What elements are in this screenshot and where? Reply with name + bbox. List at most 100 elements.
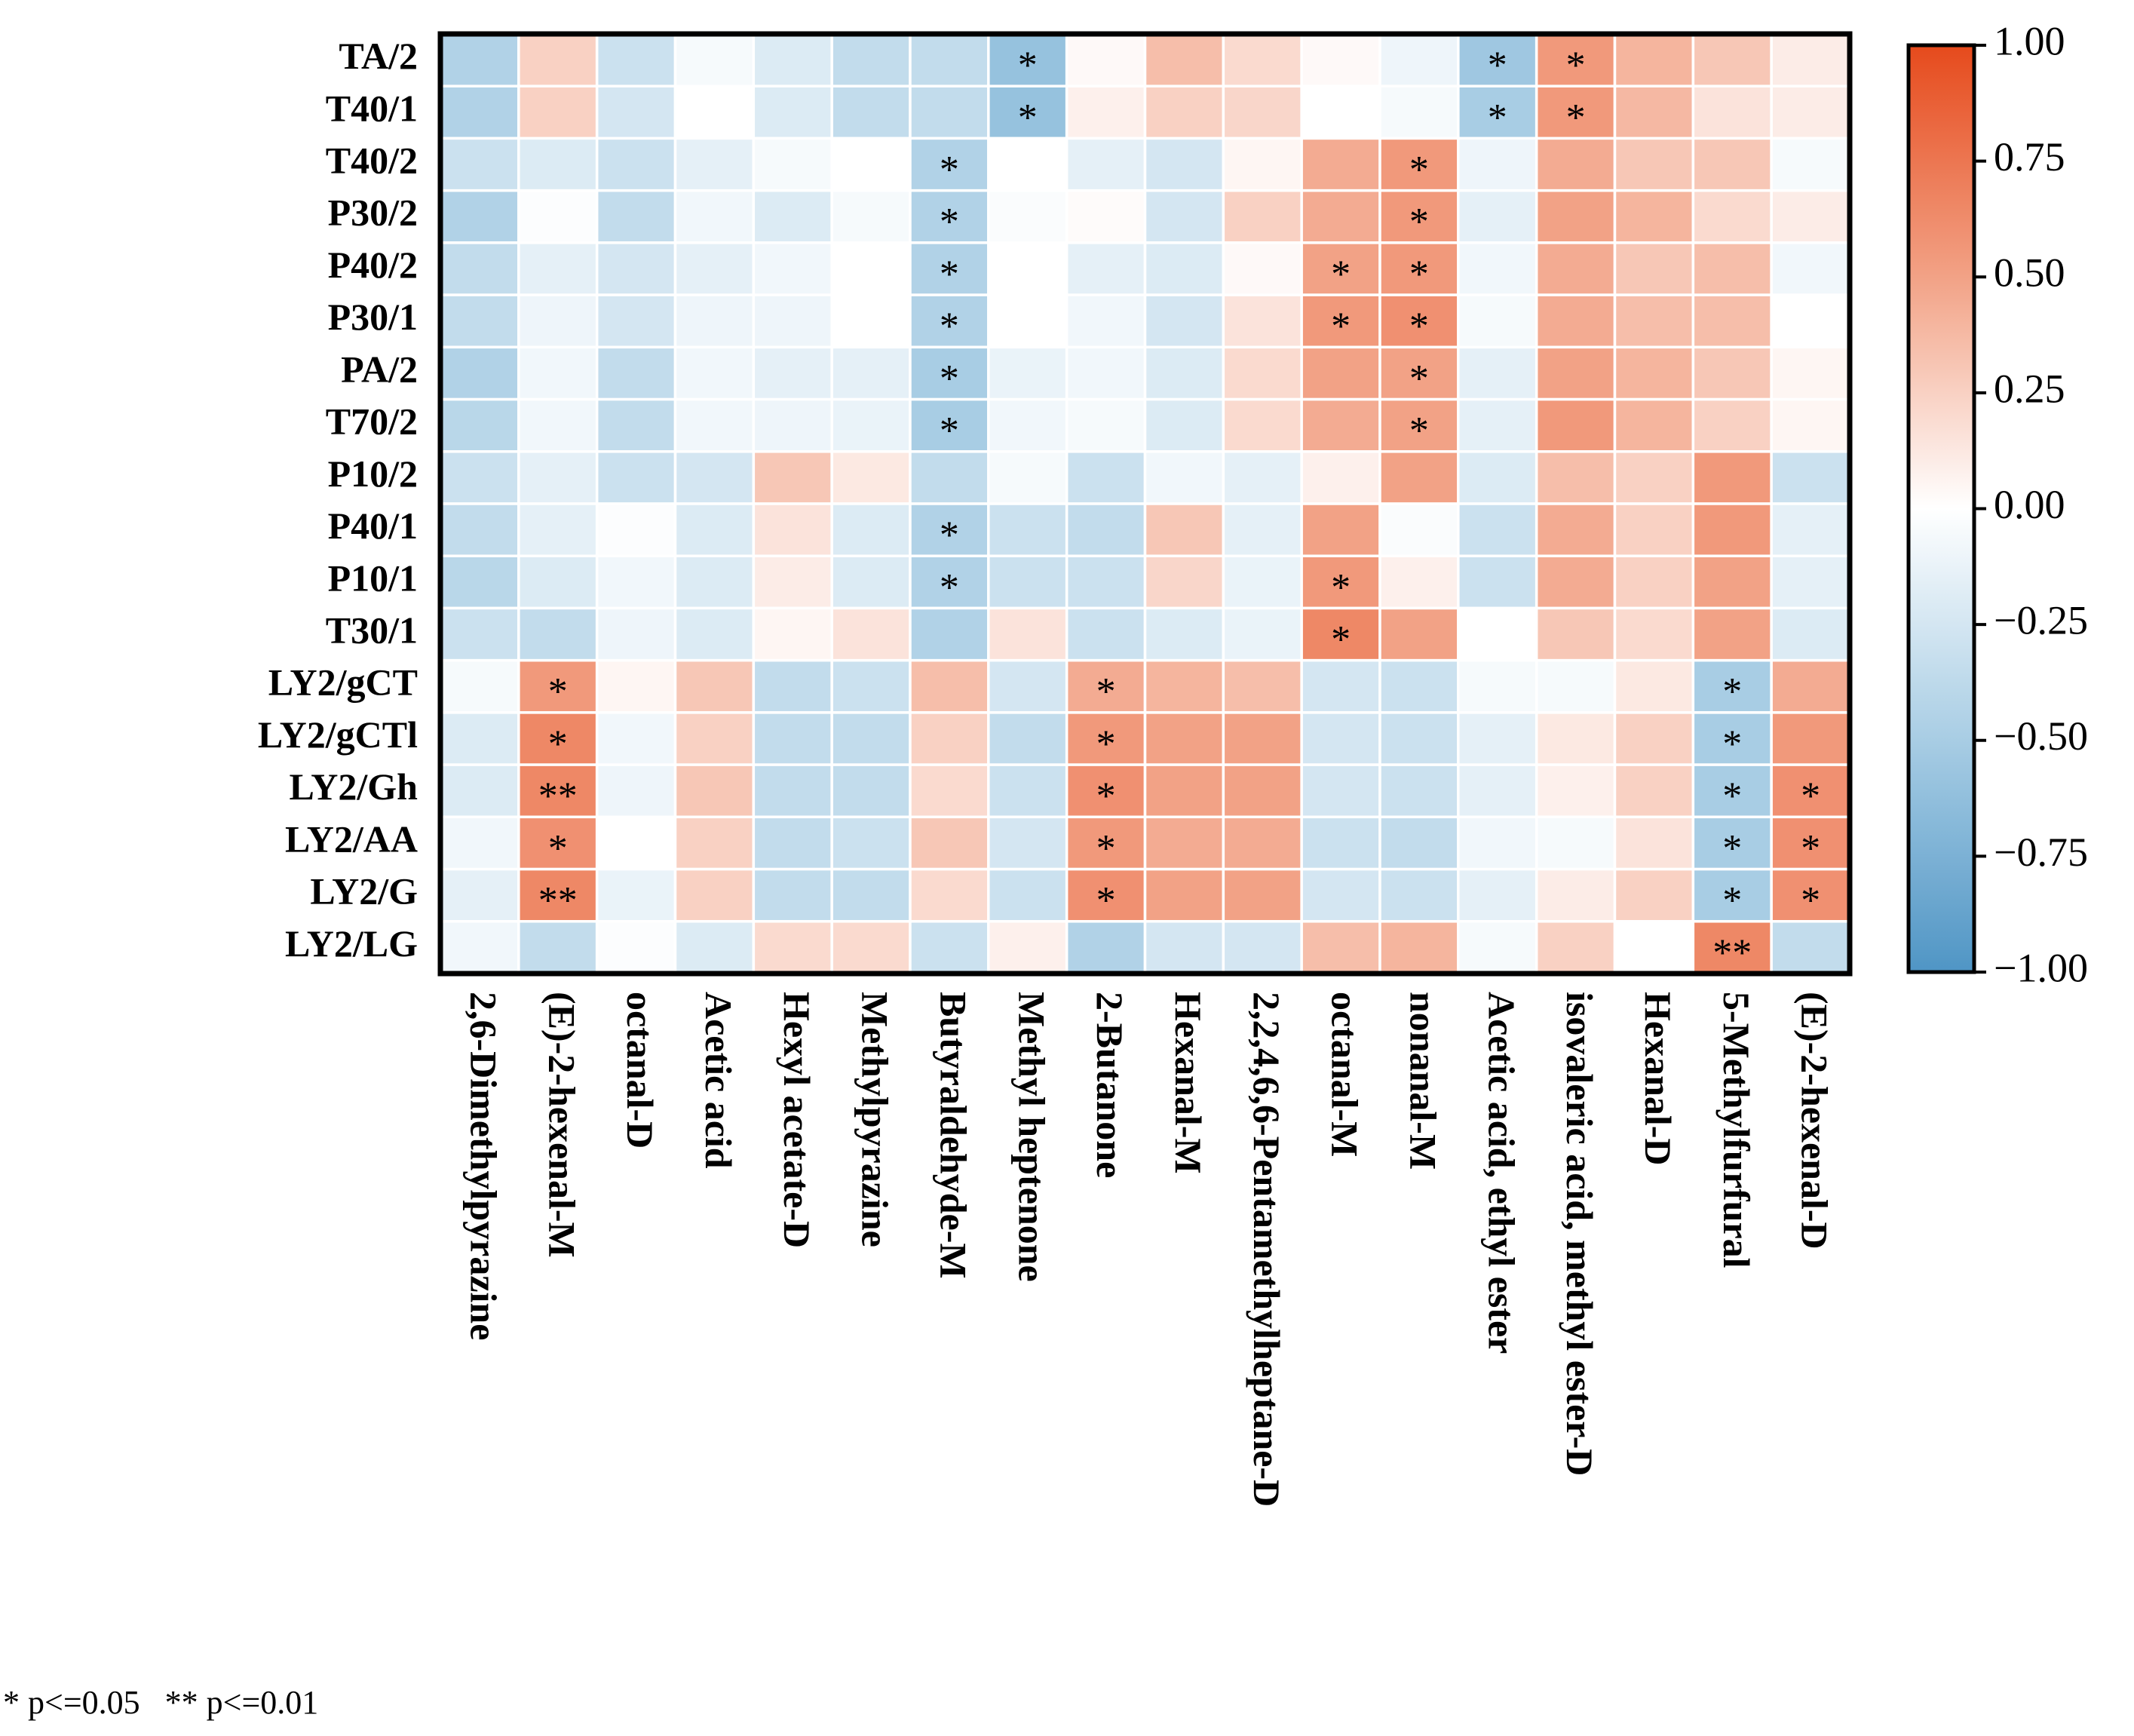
heatmap-cell xyxy=(439,867,520,923)
significance-mark: * xyxy=(548,722,568,765)
row-label: LY2/gCTl xyxy=(258,713,418,756)
significance-mark: * xyxy=(1801,775,1820,818)
heatmap-cell xyxy=(909,293,990,349)
heatmap-cell xyxy=(517,554,599,610)
heatmap-cell xyxy=(1691,345,1773,401)
column-label: Hexanal-M xyxy=(1167,992,1210,1174)
heatmap-cell xyxy=(1535,502,1617,557)
heatmap-cell xyxy=(1613,136,1695,192)
significance-mark: * xyxy=(1331,618,1351,661)
heatmap-cell xyxy=(1378,397,1460,453)
colorbar-tick-label: −1.00 xyxy=(1994,945,2088,990)
footnote: * p<=0.05 ** p<=0.01 xyxy=(3,1684,318,1721)
heatmap-cell xyxy=(1535,606,1617,662)
colorbar-tick-label: −0.25 xyxy=(1994,598,2088,643)
heatmap-cell xyxy=(1691,815,1773,871)
heatmap-cell xyxy=(1613,920,1695,975)
heatmap-cell xyxy=(830,345,912,401)
heatmap-cell xyxy=(987,189,1069,244)
heatmap-cell xyxy=(517,136,599,192)
colorbar-tick-label: 0.50 xyxy=(1994,250,2065,296)
heatmap-cell xyxy=(673,136,756,192)
heatmap-cell xyxy=(1535,189,1617,244)
heatmap-cell xyxy=(1613,397,1695,453)
heatmap-cell xyxy=(830,711,912,766)
heatmap-cell xyxy=(439,345,520,401)
row-label: T30/1 xyxy=(326,609,418,652)
heatmap-cell xyxy=(1300,815,1381,871)
heatmap-cell xyxy=(987,502,1069,557)
significance-mark: * xyxy=(1096,827,1116,870)
heatmap-cell xyxy=(830,763,912,819)
heatmap-cell xyxy=(1300,920,1381,975)
heatmap-cell xyxy=(1770,345,1851,401)
heatmap-cell xyxy=(1613,815,1695,871)
heatmap-cell xyxy=(673,554,756,610)
heatmap-cell xyxy=(517,293,599,349)
row-label: T40/2 xyxy=(326,140,418,182)
heatmap-cell xyxy=(1222,241,1303,296)
heatmap-cell xyxy=(909,450,990,505)
column-label: octanal-M xyxy=(1324,992,1366,1157)
heatmap-cell xyxy=(830,554,912,610)
heatmap-cell xyxy=(1222,136,1303,192)
heatmap-cell xyxy=(752,867,833,923)
heatmap-cell xyxy=(1300,241,1381,296)
heatmap-cell xyxy=(1222,867,1303,923)
heatmap-cell xyxy=(1143,920,1225,975)
heatmap-cell xyxy=(1222,502,1303,557)
significance-mark: * xyxy=(1488,97,1507,140)
heatmap-cell xyxy=(1535,867,1617,923)
heatmap-cell xyxy=(439,32,520,87)
heatmap-cell xyxy=(830,920,912,975)
significance-mark: * xyxy=(940,566,959,609)
row-label: PA/2 xyxy=(341,348,418,390)
significance-mark: * xyxy=(1331,253,1351,296)
heatmap-cell xyxy=(1535,293,1617,349)
column-label: Hexyl acetate-D xyxy=(776,992,818,1248)
heatmap-cell xyxy=(1065,502,1147,557)
heatmap-cell xyxy=(439,502,520,557)
heatmap-cell xyxy=(595,397,677,453)
heatmap-cell xyxy=(830,397,912,453)
heatmap-cell xyxy=(439,606,520,662)
heatmap-cell xyxy=(1222,450,1303,505)
heatmap-cell xyxy=(1457,345,1538,401)
heatmap-cell xyxy=(1378,867,1460,923)
heatmap-cell xyxy=(1613,189,1695,244)
column-label: 2,6-Dimethylpyrazine xyxy=(462,992,504,1340)
heatmap-cell xyxy=(1300,554,1381,610)
heatmap-cell xyxy=(1065,32,1147,87)
heatmap-cell xyxy=(909,84,990,140)
heatmap-cell xyxy=(595,554,677,610)
heatmap-cell xyxy=(752,136,833,192)
heatmap-cell xyxy=(673,606,756,662)
heatmap-cell xyxy=(1222,293,1303,349)
column-label: 2,2,4,6,6-Pentamethylheptane-D xyxy=(1246,992,1288,1507)
heatmap-cell xyxy=(1300,136,1381,192)
heatmap-cell xyxy=(1378,450,1460,505)
heatmap-cell xyxy=(1378,554,1460,610)
heatmap-cell xyxy=(439,711,520,766)
heatmap-cell xyxy=(1143,763,1225,819)
significance-mark: * xyxy=(940,201,959,244)
heatmap-cell xyxy=(909,920,990,975)
heatmap-cell xyxy=(1065,241,1147,296)
significance-mark: * xyxy=(1096,670,1116,713)
column-label: Hexanal-D xyxy=(1637,992,1679,1166)
row-label: P10/2 xyxy=(328,452,418,495)
heatmap-cell xyxy=(1691,606,1773,662)
heatmap-cell xyxy=(1613,711,1695,766)
heatmap-cell xyxy=(909,867,990,923)
heatmap-cell xyxy=(752,502,833,557)
heatmap-cell xyxy=(439,554,520,610)
heatmap-cell xyxy=(987,711,1069,766)
heatmap-cell xyxy=(673,32,756,87)
heatmap-cell xyxy=(909,763,990,819)
heatmap-cell xyxy=(987,815,1069,871)
heatmap-cell xyxy=(1378,502,1460,557)
heatmap-cell xyxy=(1222,606,1303,662)
heatmap-cell xyxy=(1222,32,1303,87)
heatmap-cell xyxy=(517,450,599,505)
heatmap-cell xyxy=(1378,606,1460,662)
